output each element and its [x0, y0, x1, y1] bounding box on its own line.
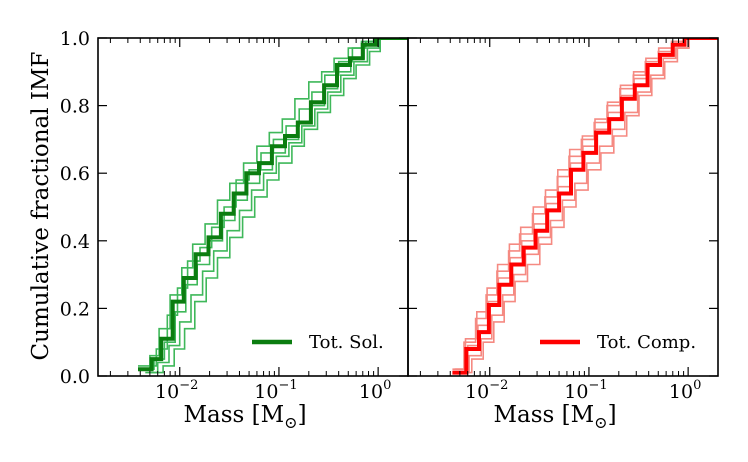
sample-series-line-4: [149, 38, 408, 374]
plot-frame: [97, 37, 409, 377]
sample-series-line-4: [454, 38, 718, 370]
legend-label: Tot. Sol.: [309, 332, 384, 353]
plot-frame: [407, 37, 719, 377]
total-series-line: [452, 38, 718, 375]
sample-series-line-3: [145, 38, 408, 374]
x-axis-label: Mass [M⊙]: [493, 402, 616, 432]
legend-label: Tot. Comp.: [597, 332, 696, 353]
y-tick-label: 0.4: [60, 231, 90, 253]
y-tick-label: 0.0: [60, 366, 90, 388]
right-panel: 10−2 10−1 100 Mass [M⊙] Tot. Comp.: [407, 37, 719, 432]
total-series-line: [138, 38, 408, 372]
sample-series-line-1: [140, 38, 408, 370]
sample-series-line-0: [138, 38, 408, 367]
x-tick-label: 10−1: [564, 378, 607, 403]
left-panel: 10−2 10−1 100 0.0 0.2 0.4 0.6 0.8 1.0 Mass [M⊙] To…: [60, 28, 409, 432]
x-axis-label: Mass [M⊙]: [183, 402, 306, 432]
y-tick-label: 0.8: [60, 96, 90, 118]
series-group: [138, 38, 408, 374]
x-tick-label: 10−2: [155, 378, 198, 403]
y-axis-label: Cumulative fractional IMF: [28, 52, 54, 361]
x-tick-label: 100: [359, 378, 391, 403]
sample-series-line-1: [458, 38, 718, 374]
series-group: [452, 38, 718, 375]
x-tick-label: 100: [669, 378, 701, 403]
y-tick-label: 1.0: [60, 28, 90, 50]
x-tick-label: 10−1: [254, 378, 297, 403]
sample-series-line-2: [142, 38, 408, 370]
sample-series-line-3: [459, 38, 718, 374]
y-tick-label: 0.2: [60, 298, 90, 320]
x-tick-label: 10−2: [465, 378, 508, 403]
sample-series-line-0: [452, 38, 718, 370]
y-tick-label: 0.6: [60, 163, 90, 185]
sample-series-line-2: [455, 38, 718, 370]
